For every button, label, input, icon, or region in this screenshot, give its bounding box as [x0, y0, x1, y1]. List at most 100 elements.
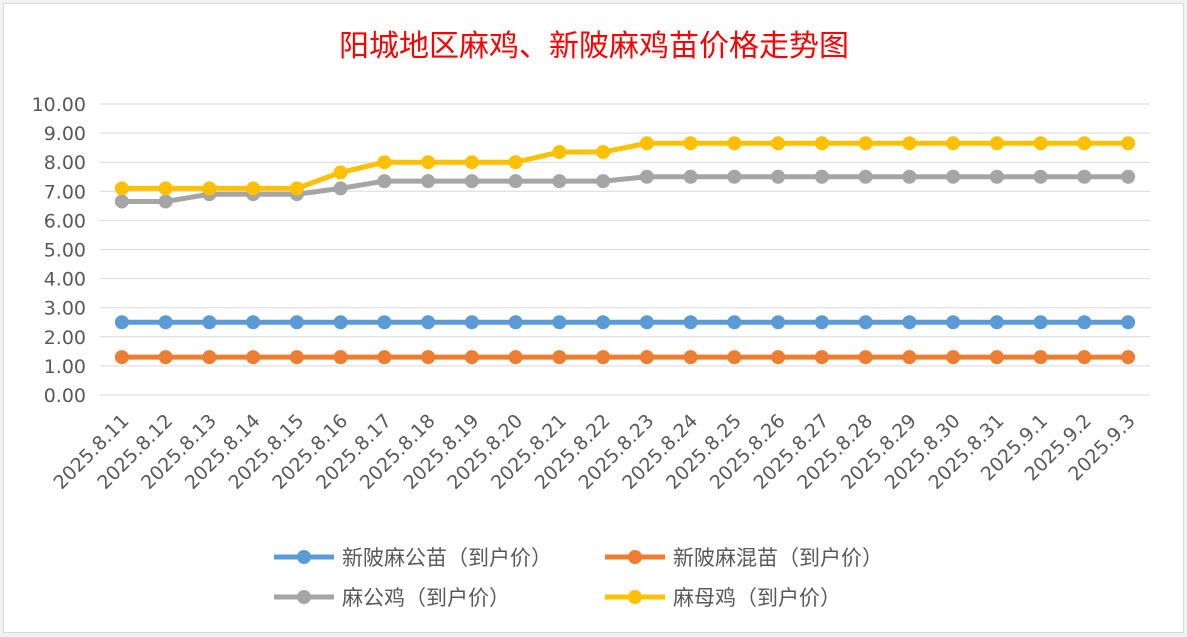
- data-point: [902, 315, 917, 330]
- data-point: [683, 315, 698, 330]
- data-point: [858, 350, 873, 365]
- data-point: [114, 350, 129, 365]
- data-point: [771, 315, 786, 330]
- data-point: [377, 315, 392, 330]
- series-line: [121, 174, 1129, 204]
- data-point: [639, 350, 654, 365]
- data-point: [858, 315, 873, 330]
- data-point: [421, 350, 436, 365]
- data-point: [683, 136, 698, 151]
- data-point: [683, 169, 698, 184]
- data-point: [1121, 169, 1136, 184]
- legend-item: 麻公鸡（到户价）: [274, 586, 510, 610]
- data-point: [727, 169, 742, 184]
- data-point: [727, 315, 742, 330]
- data-point: [421, 155, 436, 170]
- series-0: [114, 315, 1136, 330]
- data-point: [1121, 136, 1136, 151]
- data-point: [158, 194, 173, 209]
- series-3: [114, 136, 1136, 196]
- data-point: [158, 315, 173, 330]
- chart-area: 0.00 1.00 2.00 3.00 4.00 5.00 6.00 7.00 8.00 9.00…: [3, 3, 1184, 633]
- legend-marker: [628, 590, 642, 604]
- data-point: [858, 136, 873, 151]
- data-point: [508, 155, 523, 170]
- chart-canvas: 0.00 1.00 2.00 3.00 4.00 5.00 6.00 7.00 8.00 9.00…: [32, 29, 1150, 610]
- y-tick-label: 3.00: [44, 298, 86, 320]
- y-tick-label: 5.00: [44, 240, 86, 262]
- y-tick-label: 8.00: [44, 152, 86, 174]
- data-point: [1077, 315, 1092, 330]
- data-point: [289, 315, 304, 330]
- data-point: [158, 181, 173, 196]
- legend-marker: [297, 550, 311, 564]
- data-point: [333, 181, 348, 196]
- data-point: [1121, 350, 1136, 365]
- data-point: [902, 350, 917, 365]
- series-1: [114, 350, 1136, 365]
- series-line: [121, 140, 1129, 191]
- data-point: [683, 350, 698, 365]
- data-point: [596, 315, 611, 330]
- data-point: [596, 174, 611, 189]
- legend: 新陂麻公苗（到户价） 新陂麻混苗（到户价） 麻公鸡（到户价） 麻母鸡（到户价）: [274, 546, 883, 610]
- data-point: [946, 315, 961, 330]
- data-point: [1077, 350, 1092, 365]
- legend-marker: [628, 550, 642, 564]
- data-point: [727, 136, 742, 151]
- data-point: [464, 315, 479, 330]
- data-point: [989, 350, 1004, 365]
- data-point: [333, 315, 348, 330]
- data-point: [377, 174, 392, 189]
- data-point: [377, 155, 392, 170]
- data-point: [1121, 315, 1136, 330]
- data-point: [814, 350, 829, 365]
- y-tick-label: 9.00: [44, 123, 86, 145]
- y-tick-label: 0.00: [44, 385, 86, 407]
- data-point: [1033, 315, 1048, 330]
- y-tick-label: 4.00: [44, 269, 86, 291]
- data-point: [114, 181, 129, 196]
- data-point: [202, 315, 217, 330]
- data-point: [814, 315, 829, 330]
- data-point: [377, 350, 392, 365]
- data-point: [202, 181, 217, 196]
- data-point: [902, 169, 917, 184]
- data-point: [946, 169, 961, 184]
- data-point: [202, 350, 217, 365]
- data-point: [771, 169, 786, 184]
- data-point: [946, 350, 961, 365]
- data-point: [114, 315, 129, 330]
- data-point: [246, 315, 261, 330]
- data-point: [989, 136, 1004, 151]
- data-point: [246, 181, 261, 196]
- data-point: [1077, 169, 1092, 184]
- data-point: [289, 350, 304, 365]
- y-tick-label: 1.00: [44, 356, 86, 378]
- data-point: [858, 169, 873, 184]
- data-point: [1033, 350, 1048, 365]
- data-point: [902, 136, 917, 151]
- legend-item: 新陂麻混苗（到户价）: [605, 546, 883, 570]
- legend-item: 新陂麻公苗（到户价）: [274, 546, 552, 570]
- data-point: [464, 155, 479, 170]
- data-point: [1077, 136, 1092, 151]
- legend-label: 麻母鸡（到户价）: [673, 586, 841, 610]
- y-tick-label: 6.00: [44, 210, 86, 232]
- data-point: [552, 145, 567, 160]
- data-point: [333, 165, 348, 180]
- data-point: [552, 174, 567, 189]
- data-point: [246, 350, 261, 365]
- x-axis-ticks: 2025.8.112025.8.122025.8.132025.8.142025…: [49, 410, 1139, 494]
- legend-label: 新陂麻公苗（到户价）: [342, 546, 552, 570]
- gridlines: [100, 103, 1150, 396]
- legend-marker: [297, 590, 311, 604]
- data-point: [421, 174, 436, 189]
- data-point: [639, 169, 654, 184]
- legend-item: 麻母鸡（到户价）: [605, 586, 841, 610]
- data-point: [508, 174, 523, 189]
- data-point: [508, 315, 523, 330]
- data-point: [552, 315, 567, 330]
- legend-label: 新陂麻混苗（到户价）: [673, 546, 883, 570]
- data-point: [727, 350, 742, 365]
